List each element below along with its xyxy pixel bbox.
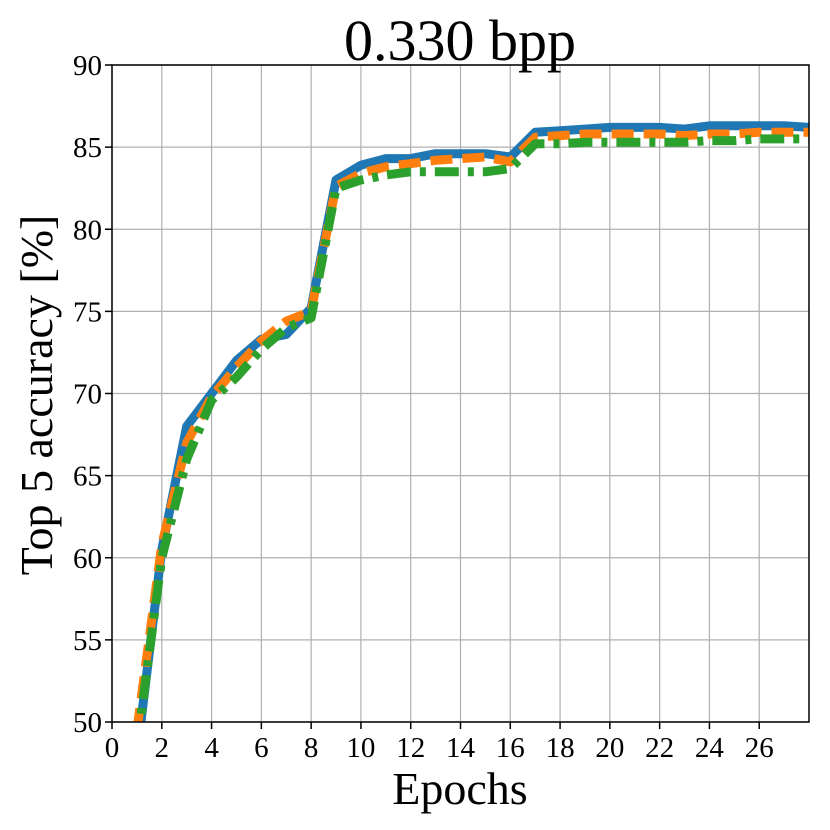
x-tick-label: 4 (204, 732, 219, 764)
chart-title: 0.330 bpp (344, 8, 576, 73)
x-tick-label: 8 (304, 732, 319, 764)
x-tick-label: 22 (645, 732, 674, 764)
x-tick-label: 20 (595, 732, 624, 764)
x-tick-label: 14 (446, 732, 476, 764)
x-tick-label: 0 (105, 732, 120, 764)
series-line-2 (133, 127, 809, 722)
x-tick-label: 2 (155, 732, 170, 764)
y-tick-label: 60 (73, 543, 102, 575)
y-tick-label: 75 (73, 296, 102, 328)
y-tick-label: 85 (73, 132, 102, 164)
y-tick-label: 90 (73, 50, 102, 82)
series-line-1 (136, 121, 809, 722)
axis-ticks: 0 2 4 6 8 10 12 14 16 18 20 22 24 2650556065707580859… (73, 50, 774, 764)
x-tick-label: 6 (254, 732, 269, 764)
y-tick-label: 80 (73, 214, 102, 246)
x-tick-label: 12 (396, 732, 425, 764)
plot-series (133, 121, 809, 722)
x-axis-label: Epochs (392, 763, 527, 814)
x-tick-label: 24 (695, 732, 725, 764)
x-tick-label: 16 (496, 732, 525, 764)
y-tick-label: 50 (73, 707, 102, 739)
series-line-3 (135, 134, 809, 722)
x-tick-label: 10 (346, 732, 375, 764)
y-tick-label: 55 (73, 625, 102, 657)
y-tick-label: 70 (73, 379, 102, 411)
x-tick-label: 18 (546, 732, 575, 764)
y-axis-label: Top 5 accuracy [%] (11, 215, 62, 576)
y-tick-label: 65 (73, 461, 102, 493)
x-tick-label: 26 (745, 732, 774, 764)
